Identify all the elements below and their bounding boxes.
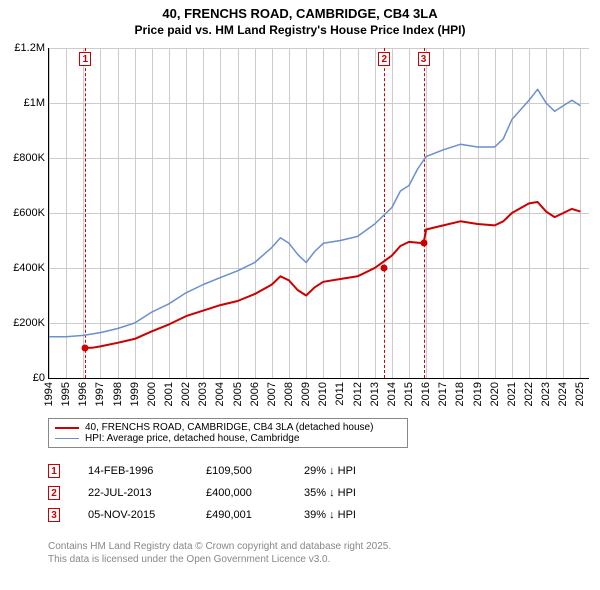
xtick-label: 2005 xyxy=(232,382,244,406)
xtick-label: 2009 xyxy=(300,382,312,406)
sale-row: 3 05-NOV-2015 £490,001 39% ↓ HPI xyxy=(48,504,394,526)
xtick-label: 2007 xyxy=(266,382,278,406)
series-hpi xyxy=(49,89,580,336)
legend-label: 40, FRENCHS ROAD, CAMBRIDGE, CB4 3LA (de… xyxy=(85,422,373,433)
sale-row-marker: 3 xyxy=(48,508,60,522)
sale-row-date: 22-JUL-2013 xyxy=(88,487,178,499)
ytick-label: £200K xyxy=(13,317,45,329)
sales-table: 1 14-FEB-1996 £109,500 29% ↓ HPI 2 22-JUL-201… xyxy=(48,460,394,526)
sale-row-price: £109,500 xyxy=(206,465,276,477)
ytick-label: £800K xyxy=(13,152,45,164)
xtick-label: 2025 xyxy=(574,382,586,406)
xtick-label: 2023 xyxy=(540,382,552,406)
xtick-label: 2000 xyxy=(146,382,158,406)
series-price xyxy=(83,202,580,348)
xtick-label: 1997 xyxy=(94,382,106,406)
xtick-label: 1999 xyxy=(129,382,141,406)
sale-row-date: 14-FEB-1996 xyxy=(88,465,178,477)
xtick-label: 1996 xyxy=(77,382,89,406)
legend-row: 40, FRENCHS ROAD, CAMBRIDGE, CB4 3LA (de… xyxy=(55,422,401,433)
xtick-label: 1998 xyxy=(112,382,124,406)
xtick-label: 2017 xyxy=(437,382,449,406)
xtick-label: 2001 xyxy=(163,382,175,406)
sale-row-marker: 1 xyxy=(48,464,60,478)
sale-row: 2 22-JUL-2013 £400,000 35% ↓ HPI xyxy=(48,482,394,504)
attribution-line-2: This data is licensed under the Open Gov… xyxy=(48,553,391,566)
xtick-label: 2015 xyxy=(403,382,415,406)
chart-plot-area: £0£200K£400K£600K£800K£1M£1.2M1994199519… xyxy=(48,48,589,379)
sale-row-diff: 29% ↓ HPI xyxy=(304,465,394,477)
legend-swatch xyxy=(55,427,79,429)
legend-label: HPI: Average price, detached house, Camb… xyxy=(85,433,299,444)
ytick-label: £400K xyxy=(13,262,45,274)
attribution: Contains HM Land Registry data © Crown c… xyxy=(48,540,391,566)
xtick-label: 1995 xyxy=(60,382,72,406)
xtick-label: 2022 xyxy=(523,382,535,406)
xtick-label: 2004 xyxy=(214,382,226,406)
xtick-label: 2006 xyxy=(249,382,261,406)
xtick-label: 2002 xyxy=(180,382,192,406)
xtick-label: 2011 xyxy=(334,382,346,406)
xtick-label: 2021 xyxy=(506,382,518,406)
xtick-label: 2020 xyxy=(489,382,501,406)
legend: 40, FRENCHS ROAD, CAMBRIDGE, CB4 3LA (de… xyxy=(48,418,408,448)
xtick-label: 2012 xyxy=(352,382,364,406)
ytick-label: £600K xyxy=(13,207,45,219)
xtick-label: 2003 xyxy=(197,382,209,406)
xtick-label: 2018 xyxy=(454,382,466,406)
ytick-label: £1M xyxy=(24,97,45,109)
xtick-label: 2016 xyxy=(420,382,432,406)
sale-row-price: £400,000 xyxy=(206,487,276,499)
chart-title-block: 40, FRENCHS ROAD, CAMBRIDGE, CB4 3LA Pri… xyxy=(0,0,600,41)
xtick-label: 2013 xyxy=(369,382,381,406)
xtick-label: 2019 xyxy=(472,382,484,406)
xtick-label: 2024 xyxy=(557,382,569,406)
xtick-label: 2010 xyxy=(317,382,329,406)
title-line-2: Price paid vs. HM Land Registry's House … xyxy=(0,23,600,37)
ytick-label: £1.2M xyxy=(14,42,45,54)
legend-row: HPI: Average price, detached house, Camb… xyxy=(55,433,401,444)
sale-row-diff: 35% ↓ HPI xyxy=(304,487,394,499)
sale-row-date: 05-NOV-2015 xyxy=(88,509,178,521)
legend-swatch xyxy=(55,438,79,439)
sale-row-diff: 39% ↓ HPI xyxy=(304,509,394,521)
sale-row: 1 14-FEB-1996 £109,500 29% ↓ HPI xyxy=(48,460,394,482)
sale-row-price: £490,001 xyxy=(206,509,276,521)
attribution-line-1: Contains HM Land Registry data © Crown c… xyxy=(48,540,391,553)
xtick-label: 2008 xyxy=(283,382,295,406)
xtick-label: 2014 xyxy=(386,382,398,406)
chart-lines-svg xyxy=(49,48,589,378)
title-line-1: 40, FRENCHS ROAD, CAMBRIDGE, CB4 3LA xyxy=(0,6,600,21)
sale-row-marker: 2 xyxy=(48,486,60,500)
xtick-label: 1994 xyxy=(43,382,55,406)
